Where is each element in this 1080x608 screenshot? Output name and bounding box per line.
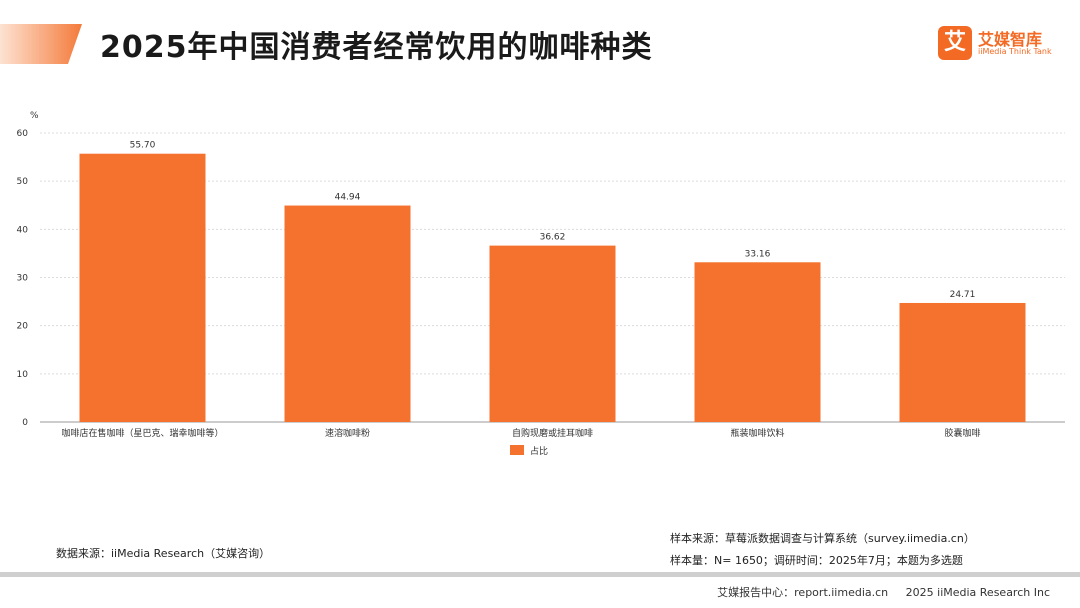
data-label: 55.70 (130, 141, 156, 151)
footer-bar: 艾媒报告中心：report.iimedia.cn 2025 iiMedia Re… (717, 584, 1050, 600)
sample-source: 样本来源：草莓派数据调查与计算系统（survey.iimedia.cn） (670, 532, 975, 545)
copyright-text: 2025 iiMedia Research Inc (905, 586, 1050, 599)
y-tick-label: 30 (17, 274, 29, 284)
footer-divider (0, 572, 1080, 577)
bar (79, 153, 206, 422)
header-accent-stripe (0, 24, 82, 64)
y-tick-label: 60 (17, 129, 29, 139)
x-tick-label: 咖啡店在售咖啡（星巴克、瑞幸咖啡等） (61, 427, 223, 439)
bar (694, 262, 821, 422)
bar (284, 205, 411, 422)
legend-label: 占比 (530, 445, 548, 457)
logo-name-en: iiMedia Think Tank (978, 47, 1052, 56)
x-tick-label: 胶囊咖啡 (944, 427, 980, 439)
bar-chart: 0 10 20 30 40 50 60% 55.70 咖啡店在售咖啡（星巴克、瑞幸咖啡等） 44.… (17, 111, 1065, 457)
data-source: 数据来源：iiMedia Research（艾媒咨询） (56, 547, 271, 560)
data-label: 36.62 (540, 233, 566, 243)
sample-info: 样本量：N= 1650；调研时间：2025年7月；本题为多选题 (670, 554, 963, 567)
data-label: 24.71 (950, 290, 976, 300)
y-tick-label: 0 (22, 418, 28, 428)
data-label: 33.16 (745, 249, 771, 259)
bar (489, 245, 616, 422)
bar (899, 302, 1026, 422)
logo-mark: 艾 (938, 26, 972, 60)
logo-name-cn: 艾媒智库 (978, 30, 1043, 49)
y-tick-label: 20 (17, 322, 29, 332)
y-axis-label: % (30, 111, 39, 121)
x-tick-label: 瓶装咖啡饮料 (730, 427, 784, 439)
x-tick-label: 速溶咖啡粉 (325, 427, 370, 439)
y-tick-label: 40 (17, 225, 29, 235)
report-center-link[interactable]: 艾媒报告中心：report.iimedia.cn (717, 586, 889, 599)
data-label: 44.94 (335, 193, 361, 203)
legend-swatch (510, 445, 524, 455)
y-tick-label: 50 (17, 177, 29, 187)
x-tick-label: 自购现磨或挂耳咖啡 (512, 427, 593, 439)
iimedia-logo: 艾 艾媒智库 iiMedia Think Tank (938, 24, 1052, 64)
page-title: 2025年中国消费者经常饮用的咖啡种类 (100, 30, 653, 65)
y-tick-label: 10 (17, 370, 29, 380)
